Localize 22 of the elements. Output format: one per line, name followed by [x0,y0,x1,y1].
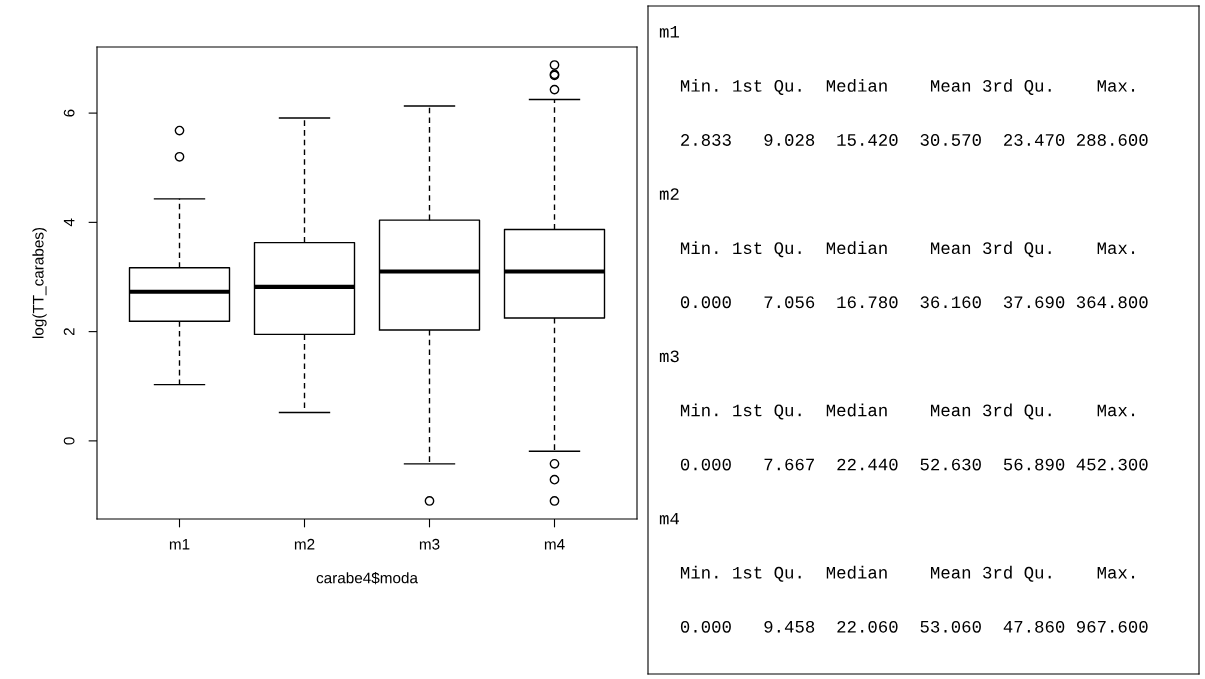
y-tick-label: 0 [63,437,75,445]
text: 0.000 9.458 22.060 53.060 47.860 967.600 [680,620,1148,633]
text: m3 [659,350,679,363]
y-tick-label: 6 [63,109,75,117]
text: m4 [659,512,679,525]
x-tick-label: m3 [419,538,440,550]
text: m2 [659,188,679,200]
x-axis-title: carabe4$moda [316,571,418,585]
text: 2.833 9.028 15.420 30.570 23.470 288.600 [681,134,1148,146]
text: Min. 1st Qu. Median Mean 3rd Qu. Max. [680,565,1135,582]
x-tick-label: m4 [544,539,565,550]
x-tick-label: m2 [294,538,315,550]
text: 0.000 7.667 22.440 52.630 56.890 452.300 [680,458,1148,471]
text: m1 [659,26,680,38]
text: Min. 1st Qu. Median Mean 3rd Qu. Max. [680,79,1135,95]
y-axis-title: log(TT_carabes) [32,227,47,338]
y-tick-label: 4 [63,218,75,227]
text: Min. 1st Qu. Median Mean 3rd Qu. Max. [680,403,1135,420]
y-tick-label: 2 [63,328,75,336]
x-tick-label: m1 [169,539,190,550]
text: Min. 1st Qu. Median Mean 3rd Qu. Max. [680,241,1135,258]
text: 0.000 7.056 16.780 36.160 37.690 364.800 [680,296,1148,309]
